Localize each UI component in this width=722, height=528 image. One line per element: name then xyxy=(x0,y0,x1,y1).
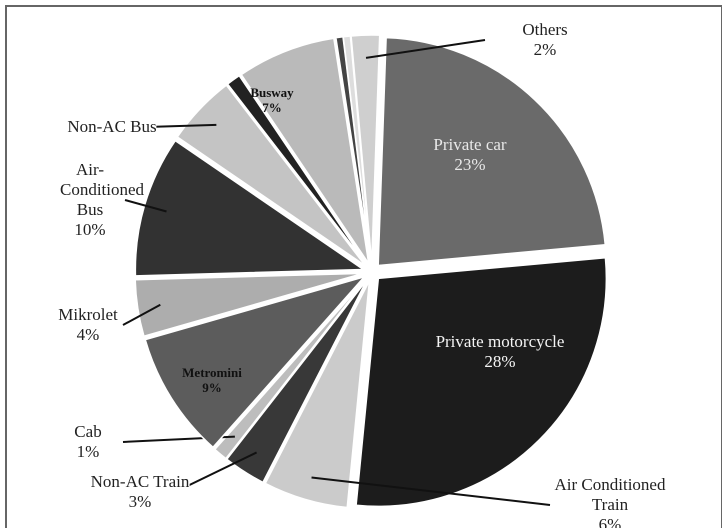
slice-value: 10% xyxy=(74,220,106,239)
frame xyxy=(5,5,722,528)
slice-name: Private motorcycle xyxy=(435,332,565,351)
slice-value: 23% xyxy=(454,155,486,174)
slice-name: Busway xyxy=(250,85,294,100)
data-label: Private car 23% xyxy=(433,135,506,175)
pie-slice xyxy=(350,34,381,264)
slice-value: 4% xyxy=(76,325,100,344)
pie-slice xyxy=(144,275,367,449)
pie-slice xyxy=(240,37,370,265)
slice-value: 3% xyxy=(128,492,152,511)
pie-slice xyxy=(264,280,371,509)
slice-name: Metromini xyxy=(182,365,242,380)
pie-slice xyxy=(226,74,368,266)
slice-name: Non-AC Train xyxy=(90,472,190,491)
data-label: Others 2% xyxy=(522,20,568,60)
data-label: Private motorcycle 28% xyxy=(436,332,565,372)
data-label: Cab 1% xyxy=(74,422,102,462)
slice-name: Mikrolet xyxy=(58,305,118,324)
pie-slice xyxy=(134,272,364,338)
data-label: Metromini 9% xyxy=(182,365,242,395)
leader-line xyxy=(365,39,486,59)
data-label: Mikrolet 4% xyxy=(58,305,118,345)
data-label: Air Conditioned Train 6% xyxy=(554,475,666,528)
data-label: Non-AC Bus xyxy=(67,117,157,137)
pie-slice xyxy=(213,278,367,460)
slice-name: Non-AC Bus xyxy=(67,117,157,136)
leader-line xyxy=(146,123,217,128)
leader-line xyxy=(311,476,551,506)
slice-name: Cab xyxy=(74,422,102,441)
leader-line xyxy=(124,199,167,213)
slice-value: 7% xyxy=(262,100,282,115)
slice-name: Private car xyxy=(433,135,507,154)
slice-value: 6% xyxy=(598,515,622,528)
pie-slice xyxy=(176,84,367,267)
pie-slice xyxy=(225,279,368,484)
slice-name: Air Conditioned Train xyxy=(554,475,666,514)
pie-slice xyxy=(377,36,607,267)
leader-line xyxy=(122,303,161,326)
slice-name: Others xyxy=(522,20,568,39)
slice-value: 1% xyxy=(76,442,100,461)
data-label: Busway 7% xyxy=(250,85,293,115)
slice-value: 28% xyxy=(484,352,516,371)
slice-value: 9% xyxy=(202,380,222,395)
slice-name: Air-Conditioned Bus xyxy=(60,160,145,219)
data-label: Air-Conditioned Bus 10% xyxy=(60,160,145,240)
pie-slice xyxy=(355,256,608,508)
data-label: Non-AC Train 3% xyxy=(90,472,190,512)
slice-value: 2% xyxy=(533,40,557,59)
